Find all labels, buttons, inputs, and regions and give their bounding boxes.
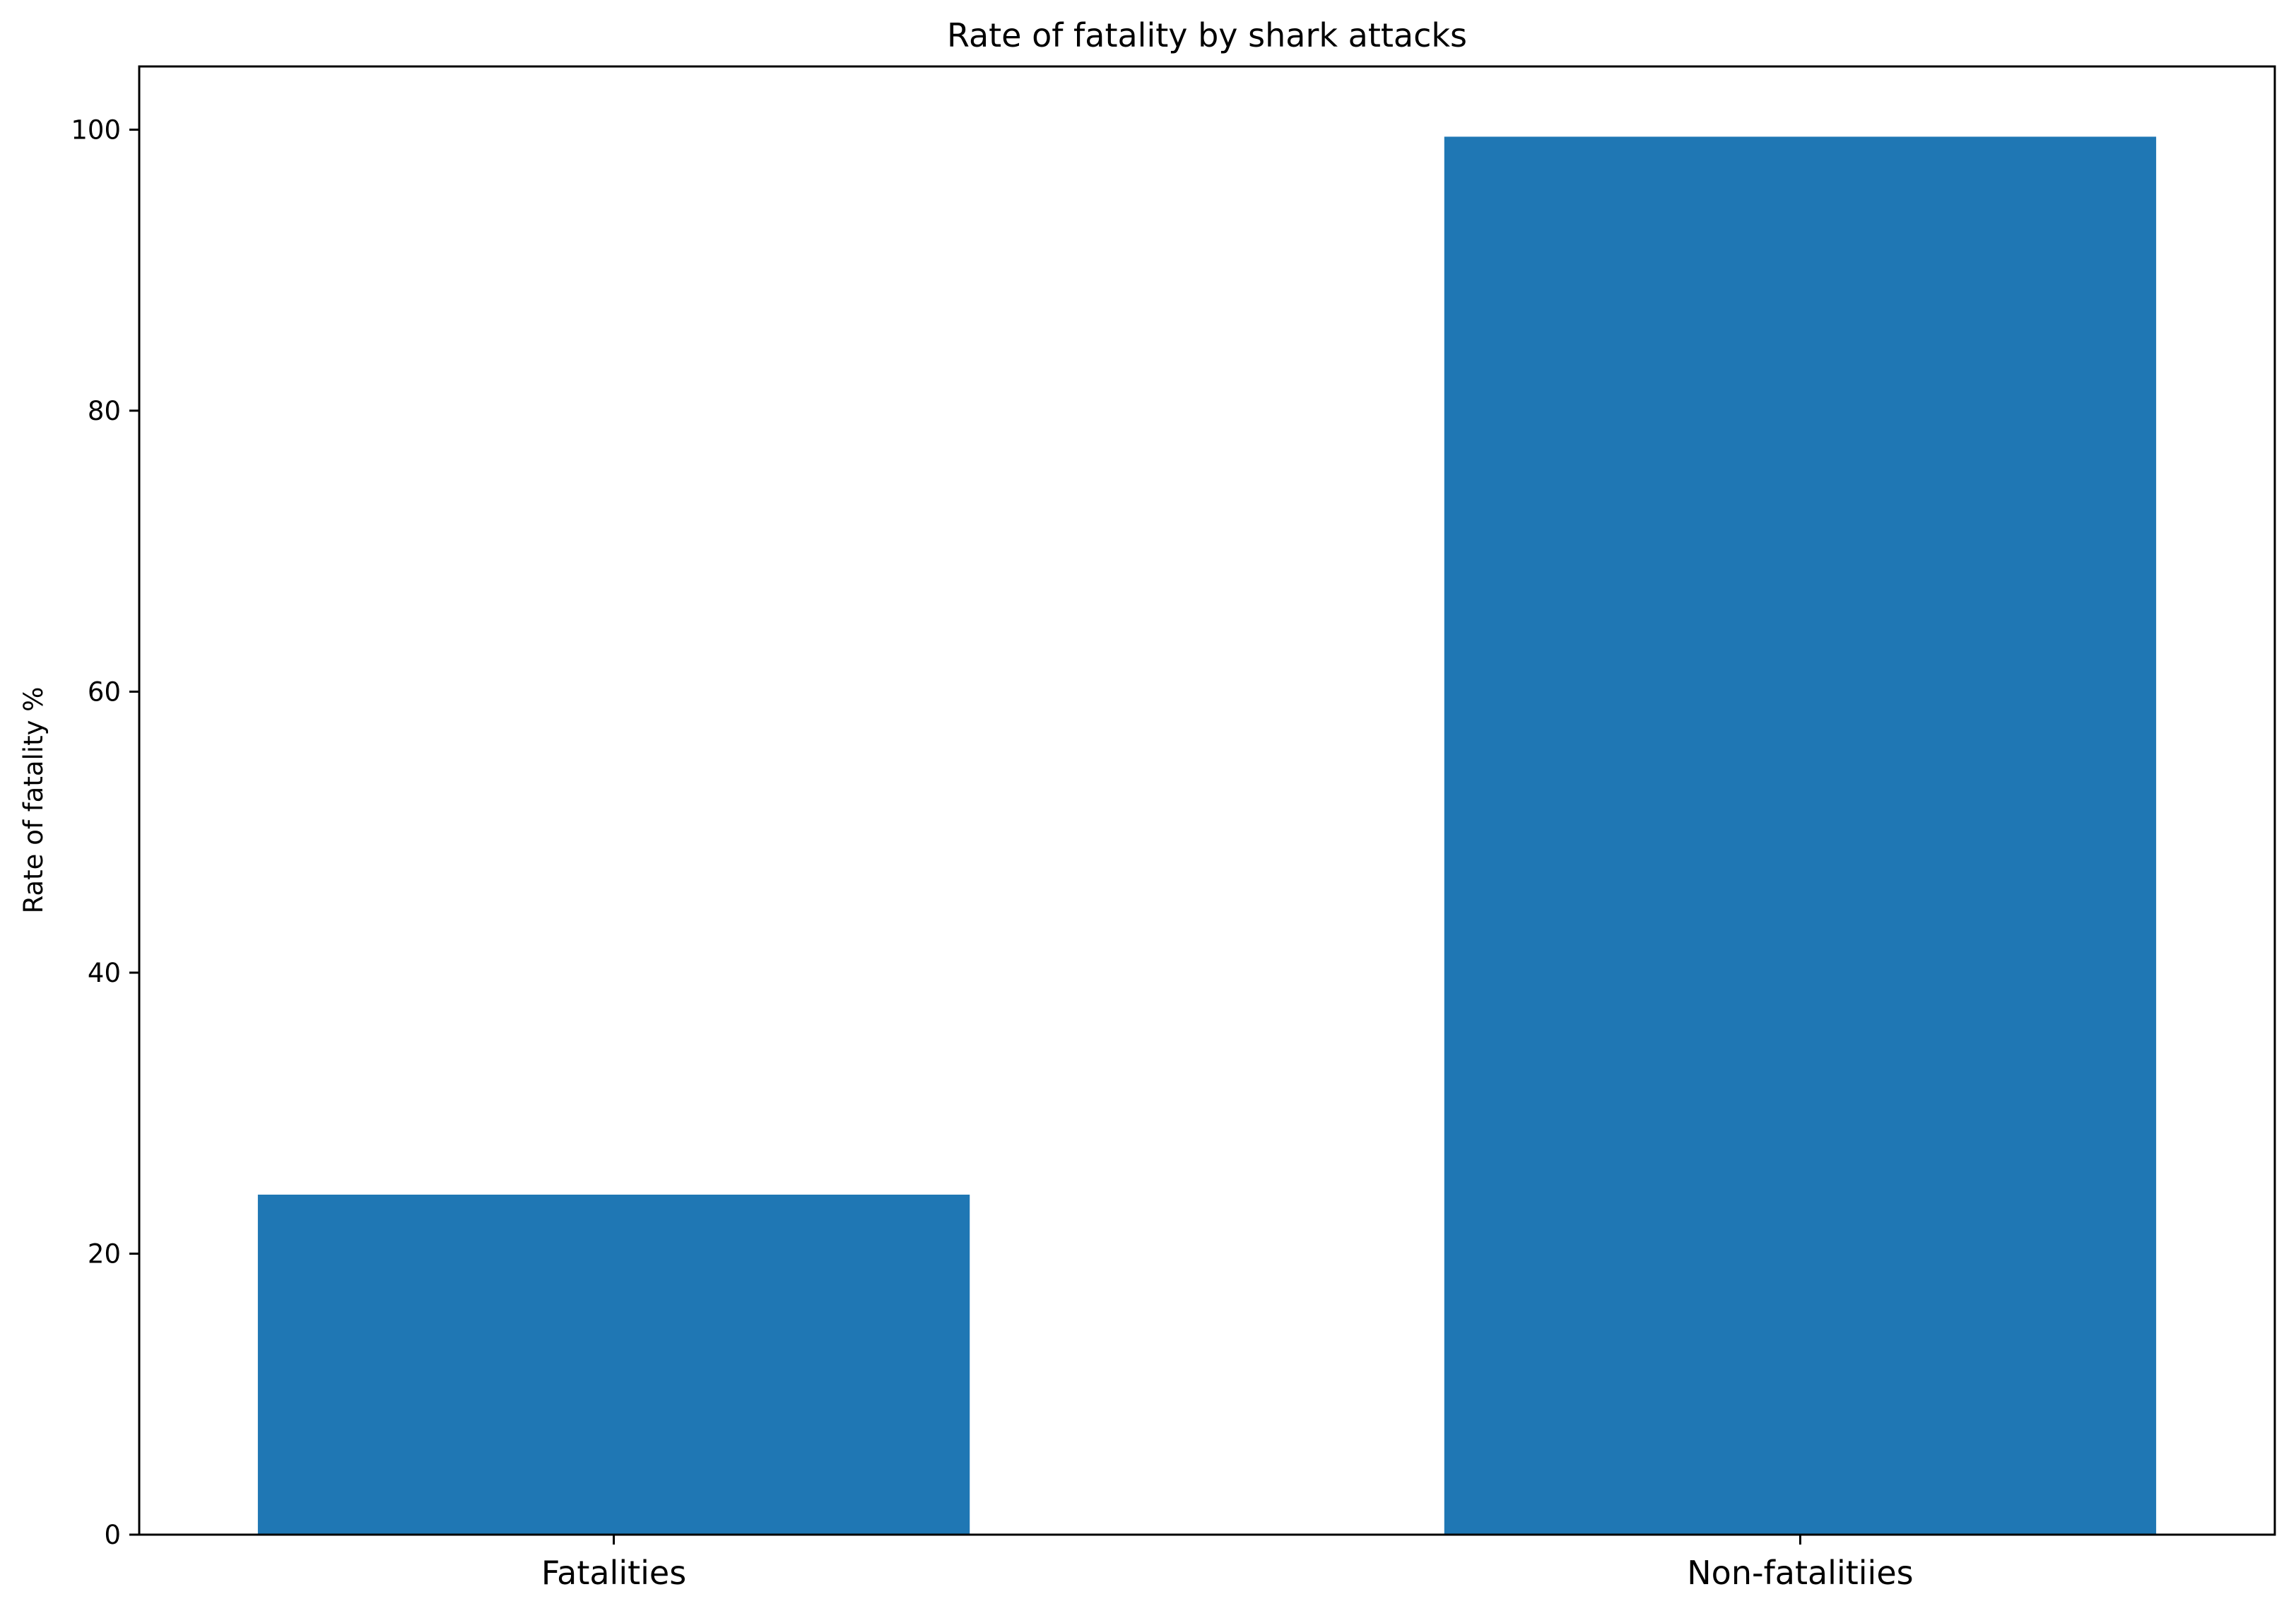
bars-group xyxy=(257,136,2157,1535)
plot-area-frame xyxy=(138,65,2276,1536)
y-tick-label: 100 xyxy=(71,115,121,145)
y-tick-label: 0 xyxy=(104,1520,121,1550)
y-axis-label: Rate of fatality % xyxy=(18,687,49,914)
y-tick-label: 60 xyxy=(88,676,121,707)
y-tick-label: 20 xyxy=(88,1238,121,1269)
chart-title: Rate of fatality by shark attacks xyxy=(947,16,1467,54)
y-tick-label: 80 xyxy=(88,396,121,426)
x-axis-ticks: Fatalities Non-fatalitiies xyxy=(541,1535,1914,1592)
bar-fatalities xyxy=(257,1195,970,1535)
y-tick-label: 40 xyxy=(88,958,121,988)
bar-non-fatalitiies xyxy=(1444,136,2157,1535)
x-tick-label: Non-fatalitiies xyxy=(1687,1554,1913,1592)
y-axis-ticks: 0 20 40 60 80 100 xyxy=(71,115,139,1550)
x-tick-label: Fatalities xyxy=(541,1554,686,1592)
